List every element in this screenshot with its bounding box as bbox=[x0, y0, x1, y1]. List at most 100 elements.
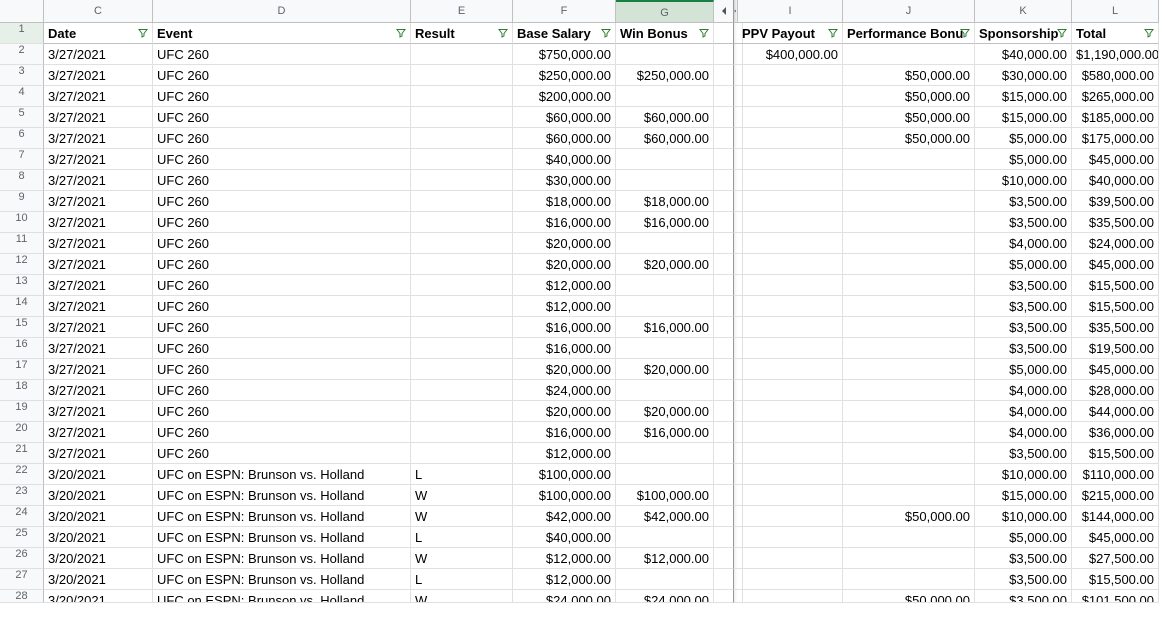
row-header[interactable]: 8 bbox=[0, 170, 44, 191]
data-cell[interactable]: $20,000.00 bbox=[513, 359, 616, 380]
data-cell[interactable]: $400,000.00 bbox=[738, 44, 843, 65]
data-cell[interactable] bbox=[616, 338, 714, 359]
data-cell[interactable]: UFC 260 bbox=[153, 254, 411, 275]
data-cell[interactable]: $3,500.00 bbox=[975, 590, 1072, 603]
column-header-E[interactable]: E bbox=[411, 0, 513, 23]
filter-icon[interactable] bbox=[958, 26, 972, 40]
data-cell[interactable] bbox=[843, 275, 975, 296]
data-cell[interactable]: UFC on ESPN: Brunson vs. Holland bbox=[153, 590, 411, 603]
row-header[interactable]: 28 bbox=[0, 590, 44, 603]
data-cell[interactable] bbox=[411, 170, 513, 191]
data-cell[interactable]: $200,000.00 bbox=[513, 86, 616, 107]
data-cell[interactable] bbox=[616, 443, 714, 464]
data-cell[interactable]: 3/27/2021 bbox=[44, 65, 153, 86]
row-header[interactable]: 24 bbox=[0, 506, 44, 527]
data-cell[interactable]: 3/27/2021 bbox=[44, 107, 153, 128]
data-cell[interactable]: $1,190,000.00 bbox=[1072, 44, 1159, 65]
data-cell[interactable]: $3,500.00 bbox=[975, 548, 1072, 569]
data-cell[interactable] bbox=[738, 212, 843, 233]
data-cell[interactable]: $5,000.00 bbox=[975, 149, 1072, 170]
data-cell[interactable]: $24,000.00 bbox=[513, 380, 616, 401]
data-cell[interactable]: $10,000.00 bbox=[975, 506, 1072, 527]
data-cell[interactable]: $175,000.00 bbox=[1072, 128, 1159, 149]
data-cell[interactable]: 3/20/2021 bbox=[44, 548, 153, 569]
row-header[interactable]: 1 bbox=[0, 23, 44, 44]
data-cell[interactable]: UFC on ESPN: Brunson vs. Holland bbox=[153, 548, 411, 569]
data-cell[interactable] bbox=[411, 359, 513, 380]
data-cell[interactable] bbox=[843, 527, 975, 548]
spreadsheet-grid[interactable]: CDEFGIJKL1DateEventResultBase SalaryWin … bbox=[0, 0, 1165, 603]
data-cell[interactable]: UFC 260 bbox=[153, 359, 411, 380]
data-cell[interactable]: $24,000.00 bbox=[1072, 233, 1159, 254]
data-cell[interactable]: $144,000.00 bbox=[1072, 506, 1159, 527]
data-cell[interactable]: UFC 260 bbox=[153, 149, 411, 170]
row-header[interactable]: 16 bbox=[0, 338, 44, 359]
data-cell[interactable] bbox=[411, 212, 513, 233]
data-cell[interactable] bbox=[843, 380, 975, 401]
data-cell[interactable] bbox=[843, 464, 975, 485]
data-cell[interactable] bbox=[843, 191, 975, 212]
data-cell[interactable]: $4,000.00 bbox=[975, 401, 1072, 422]
data-cell[interactable] bbox=[738, 485, 843, 506]
data-cell[interactable]: UFC 260 bbox=[153, 401, 411, 422]
row-header[interactable]: 18 bbox=[0, 380, 44, 401]
data-cell[interactable]: UFC on ESPN: Brunson vs. Holland bbox=[153, 569, 411, 590]
data-cell[interactable]: $110,000.00 bbox=[1072, 464, 1159, 485]
data-cell[interactable]: $18,000.00 bbox=[513, 191, 616, 212]
data-cell[interactable]: L bbox=[411, 569, 513, 590]
data-cell[interactable]: UFC 260 bbox=[153, 44, 411, 65]
data-cell[interactable]: $50,000.00 bbox=[843, 128, 975, 149]
data-cell[interactable]: 3/27/2021 bbox=[44, 170, 153, 191]
row-header[interactable]: 9 bbox=[0, 191, 44, 212]
data-cell[interactable] bbox=[616, 233, 714, 254]
row-header[interactable]: 21 bbox=[0, 443, 44, 464]
data-cell[interactable] bbox=[738, 527, 843, 548]
row-header[interactable]: 22 bbox=[0, 464, 44, 485]
data-cell[interactable]: $3,500.00 bbox=[975, 317, 1072, 338]
data-cell[interactable] bbox=[411, 443, 513, 464]
header-cell-J[interactable]: Performance Bonu bbox=[843, 23, 975, 44]
data-cell[interactable]: $12,000.00 bbox=[513, 296, 616, 317]
data-cell[interactable]: $5,000.00 bbox=[975, 359, 1072, 380]
data-cell[interactable]: $16,000.00 bbox=[616, 212, 714, 233]
corner-cell[interactable] bbox=[0, 0, 44, 23]
data-cell[interactable]: 3/20/2021 bbox=[44, 527, 153, 548]
data-cell[interactable]: 3/27/2021 bbox=[44, 212, 153, 233]
row-header[interactable]: 20 bbox=[0, 422, 44, 443]
data-cell[interactable]: 3/27/2021 bbox=[44, 233, 153, 254]
data-cell[interactable]: $100,000.00 bbox=[513, 485, 616, 506]
data-cell[interactable] bbox=[843, 170, 975, 191]
data-cell[interactable]: 3/20/2021 bbox=[44, 506, 153, 527]
data-cell[interactable] bbox=[843, 212, 975, 233]
data-cell[interactable]: UFC 260 bbox=[153, 296, 411, 317]
data-cell[interactable] bbox=[738, 590, 843, 603]
data-cell[interactable] bbox=[843, 548, 975, 569]
data-cell[interactable]: $45,000.00 bbox=[1072, 149, 1159, 170]
data-cell[interactable] bbox=[411, 254, 513, 275]
data-cell[interactable]: 3/27/2021 bbox=[44, 86, 153, 107]
data-cell[interactable]: $580,000.00 bbox=[1072, 65, 1159, 86]
data-cell[interactable] bbox=[843, 422, 975, 443]
data-cell[interactable] bbox=[616, 296, 714, 317]
data-cell[interactable] bbox=[843, 44, 975, 65]
data-cell[interactable]: UFC 260 bbox=[153, 275, 411, 296]
data-cell[interactable]: $60,000.00 bbox=[616, 107, 714, 128]
data-cell[interactable]: $250,000.00 bbox=[513, 65, 616, 86]
data-cell[interactable]: $60,000.00 bbox=[513, 128, 616, 149]
header-cell-D[interactable]: Event bbox=[153, 23, 411, 44]
data-cell[interactable]: $750,000.00 bbox=[513, 44, 616, 65]
data-cell[interactable]: $265,000.00 bbox=[1072, 86, 1159, 107]
data-cell[interactable]: UFC 260 bbox=[153, 212, 411, 233]
data-cell[interactable]: $15,500.00 bbox=[1072, 443, 1159, 464]
data-cell[interactable]: $20,000.00 bbox=[513, 254, 616, 275]
data-cell[interactable]: $45,000.00 bbox=[1072, 527, 1159, 548]
data-cell[interactable]: 3/20/2021 bbox=[44, 590, 153, 603]
row-header[interactable]: 27 bbox=[0, 569, 44, 590]
column-header-C[interactable]: C bbox=[44, 0, 153, 23]
data-cell[interactable]: $12,000.00 bbox=[616, 548, 714, 569]
data-cell[interactable] bbox=[411, 317, 513, 338]
data-cell[interactable]: $40,000.00 bbox=[1072, 170, 1159, 191]
data-cell[interactable]: UFC on ESPN: Brunson vs. Holland bbox=[153, 527, 411, 548]
data-cell[interactable]: $15,000.00 bbox=[975, 485, 1072, 506]
data-cell[interactable]: UFC on ESPN: Brunson vs. Holland bbox=[153, 506, 411, 527]
